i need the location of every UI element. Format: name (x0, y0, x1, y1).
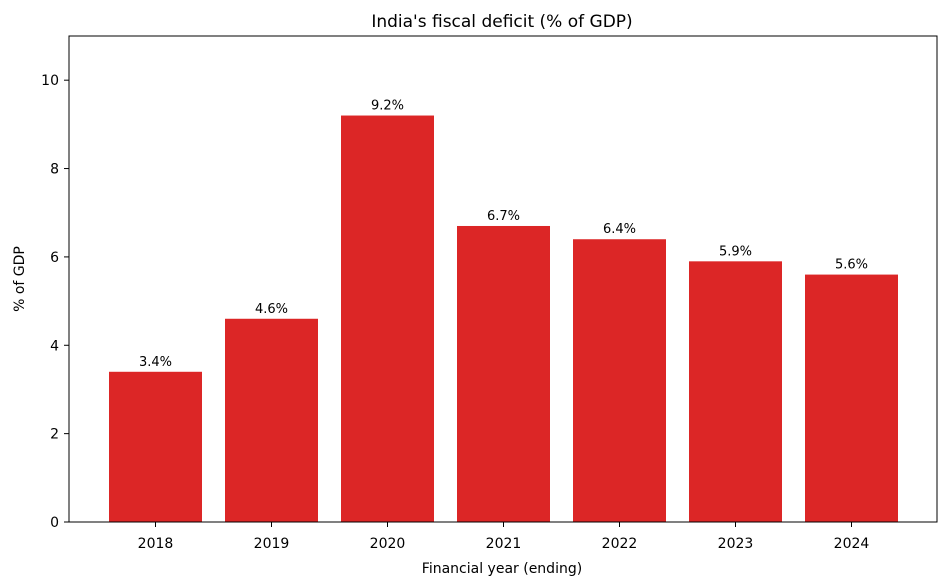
x-tick-label-2021: 2021 (486, 536, 522, 552)
bar-2022 (573, 239, 666, 522)
data-label-2018: 3.4% (139, 355, 172, 370)
bars-group: 3.4% 4.6% 9.2% 6.7% 6.4% 5.9% 5.6% (109, 99, 898, 522)
data-label-2019: 4.6% (255, 302, 288, 317)
x-axis: 2018 2019 2020 2021 2022 2023 2024 (138, 522, 870, 552)
x-axis-label: Financial year (ending) (422, 561, 582, 577)
bar-2018 (109, 371, 202, 522)
bar-2021 (457, 225, 550, 522)
x-tick-label-2020: 2020 (370, 536, 406, 552)
y-tick-label-6: 6 (50, 250, 59, 266)
data-label-2024: 5.6% (835, 258, 868, 273)
bar-2024 (805, 274, 898, 522)
y-tick-label-0: 0 (50, 515, 59, 531)
y-axis: 0 2 4 6 8 10 (41, 73, 69, 531)
x-tick-label-2023: 2023 (718, 536, 754, 552)
x-tick-label-2018: 2018 (138, 536, 174, 552)
y-tick-label-2: 2 (50, 427, 59, 443)
x-tick-label-2024: 2024 (834, 536, 870, 552)
y-tick-label-10: 10 (41, 73, 59, 89)
bar-2023 (689, 261, 782, 522)
bar-2019 (225, 318, 318, 522)
data-label-2021: 6.7% (487, 209, 520, 224)
x-tick-label-2022: 2022 (602, 536, 638, 552)
y-tick-label-4: 4 (50, 338, 59, 354)
plot-frame (68, 35, 938, 523)
data-label-2022: 6.4% (603, 222, 636, 237)
data-label-2023: 5.9% (719, 244, 752, 259)
y-axis-label: % of GDP (12, 246, 28, 312)
bar-2020 (341, 115, 434, 522)
y-tick-label-8: 8 (50, 162, 59, 178)
data-label-2020: 9.2% (371, 99, 404, 114)
chart-title: India's fiscal deficit (% of GDP) (371, 12, 632, 32)
x-tick-label-2019: 2019 (254, 536, 290, 552)
